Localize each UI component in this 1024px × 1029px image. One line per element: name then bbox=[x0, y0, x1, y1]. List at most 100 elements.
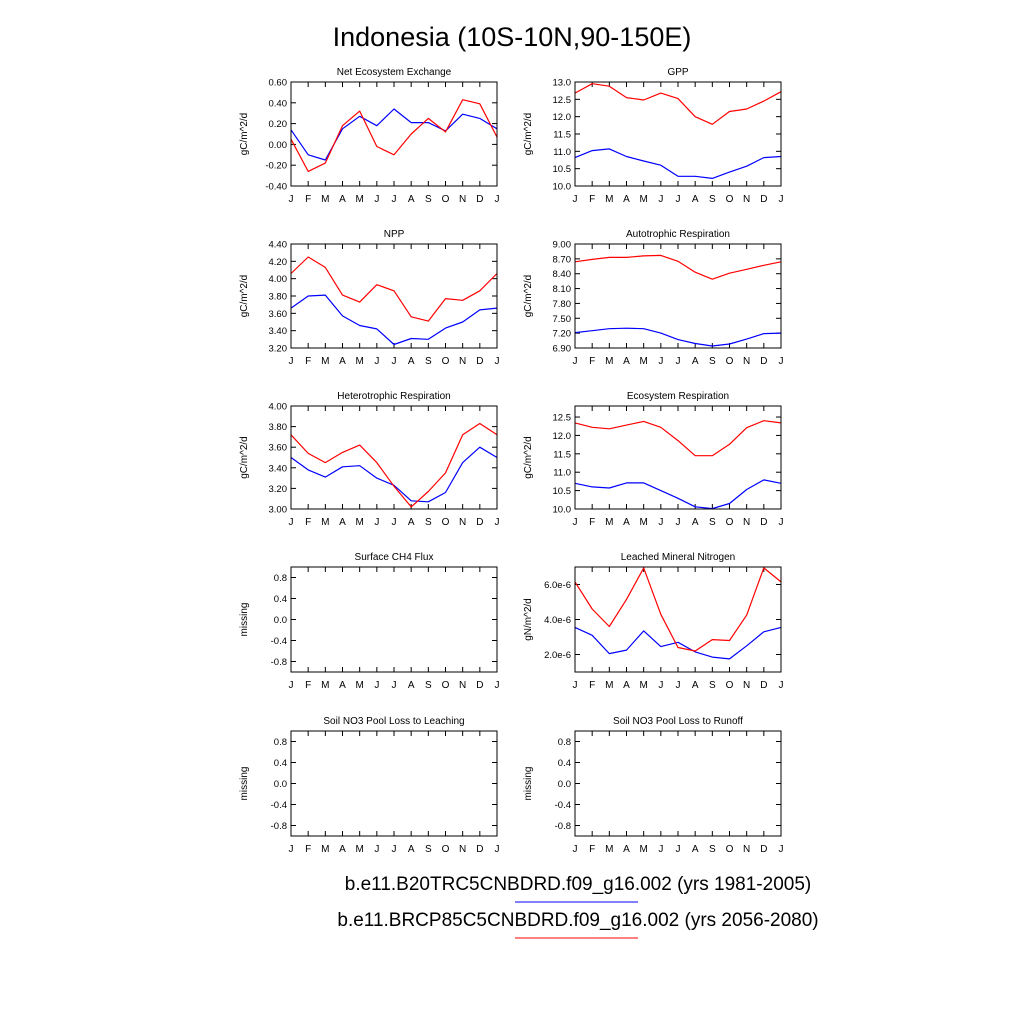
x-tick-label: J bbox=[374, 680, 379, 691]
y-tick-label: 12.0 bbox=[553, 431, 572, 442]
panel-9: Soil NO3 Pool Loss to Leaching missing -0.… bbox=[239, 716, 500, 855]
y-tick-label: 3.80 bbox=[269, 422, 288, 433]
y-axis-label: gN/m^2/d bbox=[523, 598, 534, 641]
plot-frame bbox=[290, 81, 498, 187]
panel-title: NPP bbox=[384, 229, 405, 240]
y-tick-label: 0.4 bbox=[274, 758, 287, 769]
y-tick-label: 0.0 bbox=[558, 779, 571, 790]
x-tick-label: F bbox=[589, 517, 595, 528]
figure-title: Indonesia (10S-10N,90-150E) bbox=[333, 22, 692, 52]
x-tick-label: A bbox=[339, 844, 346, 855]
x-tick-label: A bbox=[623, 517, 630, 528]
y-tick-label: 9.00 bbox=[553, 240, 572, 251]
x-tick-label: J bbox=[676, 517, 681, 528]
x-tick-label: M bbox=[605, 680, 613, 691]
panel-1: Net Ecosystem Exchange gC/m^2/d -0.40 -0.20… bbox=[239, 67, 500, 205]
x-tick-label: F bbox=[589, 844, 595, 855]
x-tick-label: J bbox=[374, 517, 379, 528]
x-tick-label: F bbox=[305, 680, 311, 691]
x-tick-label: O bbox=[442, 517, 450, 528]
y-tick-label: -0.40 bbox=[265, 182, 287, 193]
x-tick-label: J bbox=[392, 517, 397, 528]
x-tick-label: F bbox=[589, 680, 595, 691]
y-tick-label: 3.60 bbox=[269, 443, 288, 454]
x-tick-label: D bbox=[476, 844, 483, 855]
x-tick-label: M bbox=[639, 844, 647, 855]
x-tick-label: D bbox=[760, 194, 767, 205]
x-tick-label: S bbox=[425, 356, 432, 367]
x-tick-label: J bbox=[374, 194, 379, 205]
y-tick-label: 3.40 bbox=[269, 463, 288, 474]
x-tick-label: J bbox=[658, 356, 663, 367]
x-tick-label: M bbox=[355, 194, 363, 205]
y-tick-label: 8.10 bbox=[553, 284, 572, 295]
x-tick-label: M bbox=[355, 517, 363, 528]
x-tick-label: F bbox=[305, 194, 311, 205]
panel-title: GPP bbox=[667, 67, 688, 78]
x-tick-label: J bbox=[392, 680, 397, 691]
plot-frame bbox=[574, 81, 782, 187]
plot-frame bbox=[290, 730, 498, 837]
x-tick-label: M bbox=[321, 517, 329, 528]
panel-2: GPP gC/m^2/d 10.0 10.5 11.0 11.5 12.0 12.5 13.0 J… bbox=[523, 67, 784, 205]
x-tick-label: O bbox=[442, 356, 450, 367]
x-tick-label: A bbox=[339, 680, 346, 691]
plot-frame bbox=[574, 566, 782, 673]
x-tick-label: M bbox=[639, 194, 647, 205]
y-tick-label: 7.50 bbox=[553, 314, 572, 325]
x-tick-label: N bbox=[743, 680, 750, 691]
x-tick-label: M bbox=[605, 194, 613, 205]
y-tick-label: -0.4 bbox=[271, 636, 287, 647]
x-tick-label: M bbox=[321, 356, 329, 367]
y-tick-label: 4.40 bbox=[269, 240, 288, 251]
x-tick-label: A bbox=[623, 844, 630, 855]
y-tick-label: 12.5 bbox=[553, 413, 572, 424]
y-tick-label: -0.4 bbox=[271, 800, 287, 811]
plot-frame bbox=[574, 405, 782, 510]
plot-frame bbox=[574, 730, 782, 837]
x-tick-label: N bbox=[459, 194, 466, 205]
x-tick-label: J bbox=[392, 356, 397, 367]
y-tick-label: 12.5 bbox=[553, 95, 572, 106]
y-axis-label: gC/m^2/d bbox=[523, 275, 534, 318]
x-tick-label: S bbox=[709, 844, 716, 855]
x-tick-label: A bbox=[408, 844, 415, 855]
x-tick-label: F bbox=[305, 517, 311, 528]
x-tick-label: J bbox=[374, 844, 379, 855]
x-tick-label: A bbox=[408, 680, 415, 691]
y-tick-label: 7.80 bbox=[553, 299, 572, 310]
x-tick-label: A bbox=[623, 194, 630, 205]
x-tick-label: J bbox=[289, 194, 294, 205]
x-tick-label: S bbox=[425, 194, 432, 205]
x-tick-label: J bbox=[573, 356, 578, 367]
plot-frame bbox=[574, 243, 782, 349]
x-tick-label: A bbox=[408, 356, 415, 367]
panel-7: Surface CH4 Flux missing -0.8 -0.4 0.0 0.4 0.8… bbox=[239, 552, 500, 691]
x-tick-label: M bbox=[605, 517, 613, 528]
y-tick-label: 6.0e-6 bbox=[544, 580, 571, 591]
y-axis-label: gC/m^2/d bbox=[239, 113, 250, 156]
y-tick-label: 0.40 bbox=[269, 98, 288, 109]
series-line-2 bbox=[574, 420, 782, 457]
y-tick-label: 3.20 bbox=[269, 484, 288, 495]
x-tick-label: A bbox=[692, 680, 699, 691]
y-tick-label: 0.8 bbox=[558, 737, 571, 748]
x-tick-label: J bbox=[676, 356, 681, 367]
x-tick-label: M bbox=[321, 844, 329, 855]
x-tick-label: D bbox=[760, 356, 767, 367]
y-axis-label: missing bbox=[523, 767, 534, 801]
y-tick-label: 3.80 bbox=[269, 292, 288, 303]
y-tick-label: 13.0 bbox=[553, 78, 572, 89]
y-tick-label: 0.00 bbox=[269, 140, 288, 151]
panels: Net Ecosystem Exchange gC/m^2/d -0.40 -0.20… bbox=[239, 67, 784, 855]
x-tick-label: M bbox=[605, 844, 613, 855]
y-tick-label: 7.20 bbox=[553, 329, 572, 340]
y-tick-label: 3.60 bbox=[269, 309, 288, 320]
series-line-2 bbox=[574, 83, 782, 125]
x-tick-label: S bbox=[709, 356, 716, 367]
x-tick-label: O bbox=[726, 356, 734, 367]
panel-title: Autotrophic Respiration bbox=[626, 229, 730, 240]
series-line-2 bbox=[290, 256, 498, 322]
x-tick-label: O bbox=[726, 517, 734, 528]
